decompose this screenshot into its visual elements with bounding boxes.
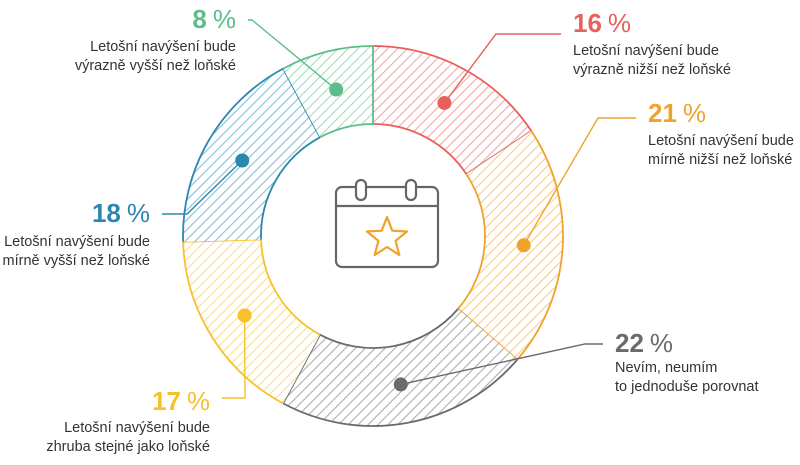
slice-label-line1-4: Letošní navýšení bude [4,234,150,250]
slice-2-outer-edge [282,359,518,427]
leader-line-1 [523,117,636,246]
slice-3-outer-edge [182,241,284,405]
leader-line-5 [248,19,337,91]
slice-label-line1-2: Nevím, neumím [615,360,717,376]
slice-label-line1-3: Letošní navýšení bude [64,420,210,436]
slice-label-line2-5: výrazně vyšší než loňské [75,58,236,74]
leader-line-4 [162,159,243,215]
slice-marker-4 [235,153,250,168]
slice-3-inner-edge [260,239,321,336]
slice-0-inner-edge [372,123,468,175]
leaders-layer [162,19,636,399]
slice-label-line2-3: zhruba stejné jako loňské [46,439,210,455]
slice-4-inner-edge [260,136,321,240]
slice-4 [183,68,321,242]
leader-line-3 [222,315,246,399]
slice-5 [283,46,373,138]
slice-label-line1-1: Letošní navýšení bude [648,133,794,149]
slice-value-label-3: 17% [152,386,210,416]
slice-1-inner-edge [457,173,486,310]
calendar-ring-1 [404,178,418,202]
slice-marker-1 [516,238,531,253]
slice-2-inner-edge [319,308,459,349]
calendar-body [334,185,440,269]
leader-line-2 [400,343,603,386]
slice-2 [283,308,518,427]
slice-value-label-0: 16% [573,8,631,38]
slice-label-line1-0: Letošní navýšení bude [573,43,719,59]
slice-marker-2 [393,377,408,392]
slices-layer [182,45,564,427]
slice-1-outer-edge [516,130,564,361]
calendar-ring-0 [354,178,368,202]
star-icon [365,215,409,257]
calendar-star-icon [334,178,440,269]
slice-0 [373,46,532,175]
slice-label-line2-0: výrazně nižší než loňské [573,62,731,78]
slice-label-line1-5: Letošní navýšení bude [90,39,236,55]
slice-value-label-2: 22% [615,328,673,358]
slice-label-line2-4: mírně vyšší než loňské [3,253,150,269]
slice-value-label-1: 21% [648,98,706,128]
slice-value-label-5: 8% [192,4,236,34]
slice-marker-5 [329,82,344,97]
slice-marker-0 [437,95,452,110]
slice-label-line2-2: to jednoduše porovnat [615,379,759,395]
slice-value-label-4: 18% [92,198,150,228]
leader-line-0 [443,33,561,104]
slice-marker-3 [237,308,252,323]
labels-layer: 16 % Letošní navýšení bude výrazně nižší ne… [3,4,794,455]
slice-5-inner-edge [319,123,374,139]
slice-0-outer-edge [372,45,533,132]
slice-5-outer-edge [282,45,374,70]
slice-1 [458,131,563,360]
slice-3 [183,239,321,404]
slice-label-line2-1: mírně nižší než loňské [648,152,792,168]
